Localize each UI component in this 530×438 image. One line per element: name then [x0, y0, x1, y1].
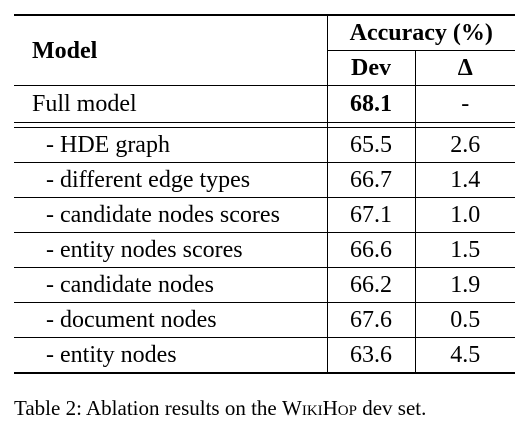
ablation-dev: 65.5 — [327, 127, 416, 163]
table-caption: Table 2: Ablation results on the WikiHop… — [14, 396, 520, 421]
full-model-dev: 68.1 — [327, 85, 416, 123]
ablation-name: - entity nodes — [14, 337, 328, 374]
dev-column-header: Dev — [327, 50, 416, 86]
table-row: - different edge types 66.7 1.4 — [14, 162, 515, 198]
caption-suffix: dev set. — [356, 396, 427, 420]
ablation-table: Model Accuracy (%) Dev Δ Full model 68.1… — [14, 14, 515, 374]
ablation-name: - candidate nodes scores — [14, 197, 328, 233]
ablation-delta: 0.5 — [415, 302, 515, 338]
ablation-dev: 67.6 — [327, 302, 416, 338]
table-row: - document nodes 67.6 0.5 — [14, 302, 515, 338]
ablation-name: - document nodes — [14, 302, 328, 338]
ablation-dev: 66.2 — [327, 267, 416, 303]
ablation-name: - different edge types — [14, 162, 328, 198]
accuracy-group-header: Accuracy (%) — [327, 14, 515, 51]
ablation-delta: 4.5 — [415, 337, 515, 374]
caption-prefix: Table 2: Ablation results on the — [14, 396, 282, 420]
full-model-name: Full model — [14, 85, 328, 123]
header-row-2: Dev Δ — [14, 50, 515, 86]
ablation-dev: 66.6 — [327, 232, 416, 268]
ablation-dev: 66.7 — [327, 162, 416, 198]
ablation-table-container: Model Accuracy (%) Dev Δ Full model 68.1… — [14, 14, 515, 374]
table-row: - entity nodes 63.6 4.5 — [14, 337, 515, 374]
table-row: - HDE graph 65.5 2.6 — [14, 127, 515, 163]
ablation-delta: 1.4 — [415, 162, 515, 198]
header-row-1: Model Accuracy (%) — [14, 14, 515, 86]
ablation-dev: 67.1 — [327, 197, 416, 233]
ablation-delta: 2.6 — [415, 127, 515, 163]
ablation-name: - HDE graph — [14, 127, 328, 163]
model-column-header: Model — [14, 14, 328, 86]
ablation-name: - candidate nodes — [14, 267, 328, 303]
ablation-delta: 1.5 — [415, 232, 515, 268]
ablation-delta: 1.0 — [415, 197, 515, 233]
table-row: - entity nodes scores 66.6 1.5 — [14, 232, 515, 268]
full-model-row: Full model 68.1 - — [14, 85, 515, 123]
ablation-delta: 1.9 — [415, 267, 515, 303]
table-row: - candidate nodes 66.2 1.9 — [14, 267, 515, 303]
caption-dataset-name: WikiHop — [282, 396, 357, 420]
table-row: - candidate nodes scores 67.1 1.0 — [14, 197, 515, 233]
double-rule-separator — [14, 122, 515, 128]
ablation-name: - entity nodes scores — [14, 232, 328, 268]
full-model-delta: - — [415, 85, 515, 123]
delta-column-header: Δ — [457, 55, 473, 81]
ablation-dev: 63.6 — [327, 337, 416, 374]
